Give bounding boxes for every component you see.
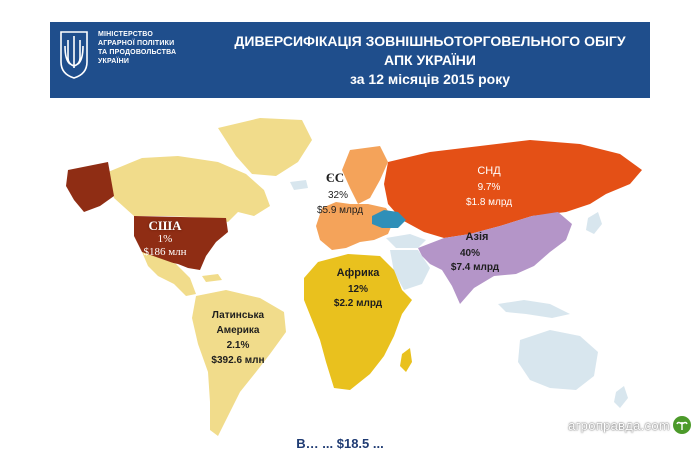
- usa-share: 1%: [157, 233, 173, 245]
- asia-amount: $7.4 млрд: [450, 262, 500, 273]
- new-zealand-shape: [614, 386, 628, 408]
- cis-share: 9.7%: [477, 182, 501, 193]
- central-america-shape: [142, 252, 196, 296]
- ministry-line: МІНІСТЕРСТВО: [98, 31, 153, 38]
- latam-share: 2.1%: [226, 340, 250, 351]
- ukraine-shape: [372, 210, 406, 228]
- usa-shape: [134, 216, 228, 270]
- title-line-2: АПК УКРАЇНИ: [384, 52, 476, 68]
- total-caption: В… ... $18.5 ...: [296, 436, 384, 451]
- cis-amount: $1.8 млрд: [465, 197, 513, 208]
- madagascar-shape: [400, 348, 412, 372]
- latam-label-line1: Латинська: [211, 310, 265, 321]
- asia-label: Азія: [465, 231, 489, 243]
- page-title: ДИВЕРСИФІКАЦІЯ ЗОВНІШНЬОТОРГОВЕЛЬНОГО ОБ…: [220, 32, 640, 89]
- greenland-shape: [218, 118, 312, 176]
- eu-amount: $5.9 млрд: [316, 205, 364, 216]
- iceland-shape: [290, 180, 308, 190]
- scandinavia-shape: [342, 146, 388, 204]
- latam-label-line2: Америка: [216, 325, 260, 336]
- africa-share: 12%: [347, 284, 368, 295]
- australia-shape: [518, 330, 598, 390]
- ministry-line: УКРАЇНИ: [98, 58, 130, 65]
- africa-amount: $2.2 млрд: [333, 298, 383, 309]
- alaska-shape: [66, 162, 114, 212]
- asia-shape: [418, 212, 572, 304]
- africa-shape: [304, 254, 412, 390]
- eu-label: ЄС: [325, 170, 345, 185]
- eu-share: 32%: [327, 190, 348, 201]
- north-america-shape: [108, 156, 270, 222]
- latam-amount: $392.6 млн: [211, 355, 265, 366]
- south-america-shape: [192, 290, 286, 436]
- caribbean-shape: [202, 274, 222, 282]
- header-banner: МІНІСТЕРСТВО АГРАРНОЇ ПОЛІТИКИ ТА ПРОДОВ…: [50, 22, 650, 98]
- japan-shape: [586, 212, 602, 234]
- title-line-3: за 12 місяців 2015 року: [349, 71, 511, 87]
- ministry-name: МІНІСТЕРСТВО АГРАРНОЇ ПОЛІТИКИ ТА ПРОДОВ…: [98, 30, 218, 66]
- arabia-shape: [390, 250, 430, 290]
- ministry-line: ТА ПРОДОВОЛЬСТВА: [98, 49, 177, 56]
- ministry-line: АГРАРНОЇ ПОЛІТИКИ: [98, 40, 175, 47]
- cis-label: СНД: [477, 165, 501, 177]
- cis-shape: [384, 140, 642, 238]
- world-map: [66, 118, 642, 436]
- turkey-shape: [386, 234, 426, 248]
- trident-emblem-icon: [60, 31, 88, 79]
- usa-label: США: [148, 218, 182, 233]
- africa-label: Африка: [336, 267, 380, 279]
- usa-amount: $186 млн: [143, 246, 187, 258]
- watermark-text: агроправда.com: [568, 418, 670, 433]
- eu-shape: [316, 202, 394, 250]
- indonesia-shape: [498, 300, 570, 318]
- watermark-logo-icon: [673, 416, 691, 434]
- asia-share: 40%: [459, 248, 480, 259]
- title-line-1: ДИВЕРСИФІКАЦІЯ ЗОВНІШНЬОТОРГОВЕЛЬНОГО ОБ…: [234, 33, 626, 49]
